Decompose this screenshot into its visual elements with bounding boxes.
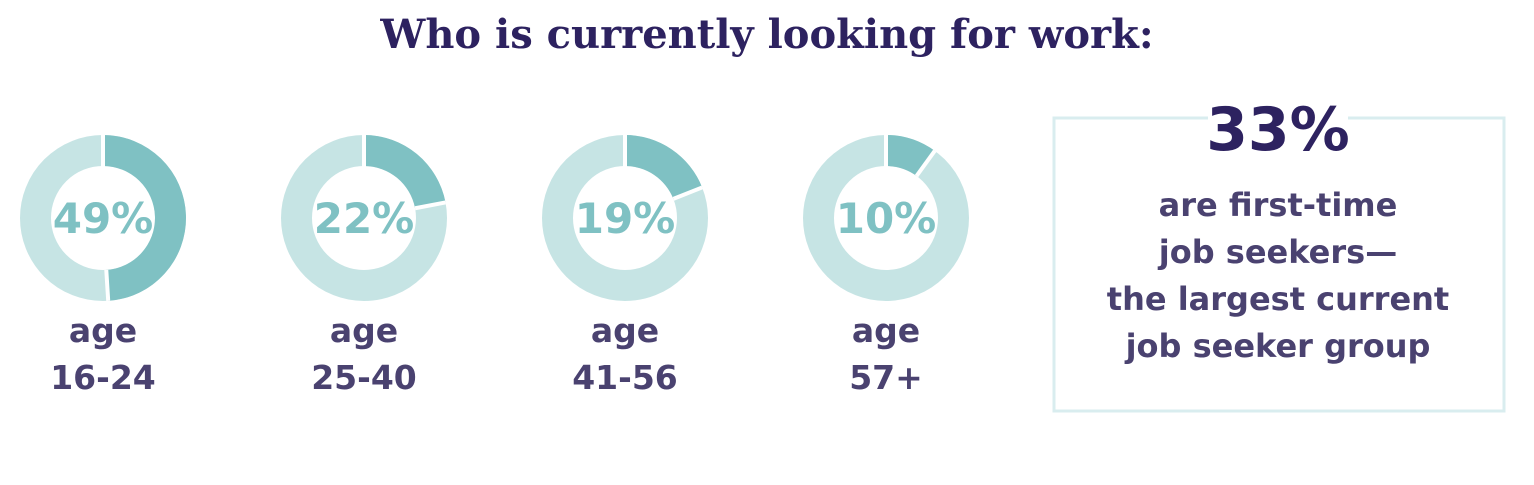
donut-segment (364, 135, 446, 209)
callout-line: the largest current (1107, 280, 1449, 318)
category-label: age (330, 311, 398, 350)
value-label: 19% (575, 194, 676, 243)
category-label: 25-40 (311, 358, 417, 397)
category-label: age (852, 311, 920, 350)
separator (414, 200, 446, 211)
value-label: 10% (836, 194, 937, 243)
value-label: 22% (314, 194, 415, 243)
category-label: 16-24 (50, 358, 156, 397)
callout-line: are first-time (1159, 186, 1398, 224)
callout-line: job seeker group (1124, 327, 1431, 365)
separator (104, 269, 111, 301)
category-label: age (591, 311, 659, 350)
separator (914, 149, 937, 178)
callout-mask (1208, 90, 1348, 150)
callout-line: job seekers— (1157, 233, 1397, 271)
callout-value: 33% (1206, 95, 1350, 165)
donut-segment (625, 135, 703, 199)
chart-title: Who is currently looking for work: (379, 11, 1153, 58)
separator (672, 185, 703, 201)
category-label: 41-56 (572, 358, 678, 397)
donut-segment (103, 135, 186, 301)
value-label: 49% (53, 194, 154, 243)
category-label: 57+ (849, 358, 923, 397)
category-label: age (69, 311, 137, 350)
